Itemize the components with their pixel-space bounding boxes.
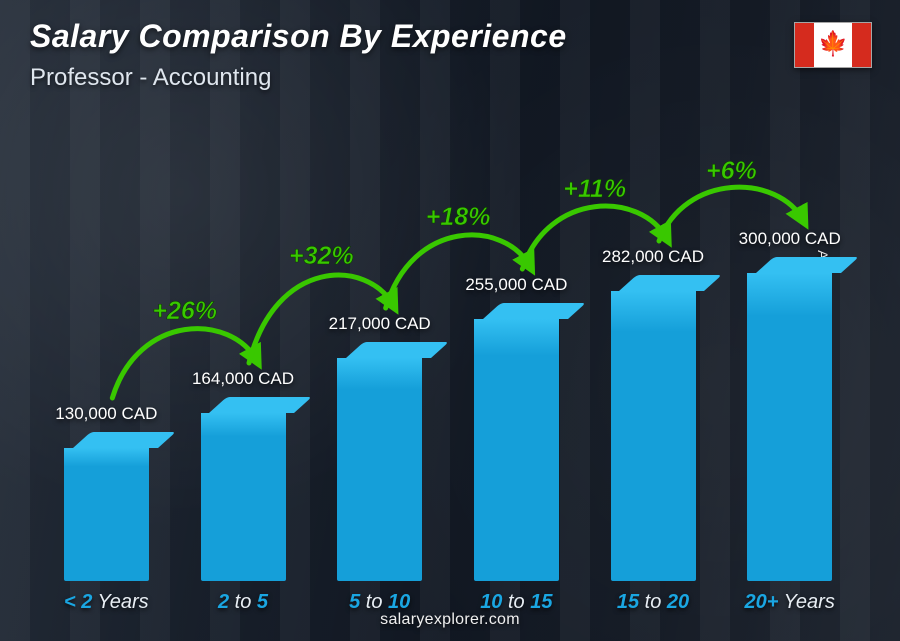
bar-chart: 130,000 CAD< 2 Years164,000 CAD2 to 5217… (38, 111, 858, 581)
bar-top-face (619, 275, 722, 291)
bar-top-face (73, 432, 176, 448)
maple-leaf-icon: 🍁 (818, 33, 848, 57)
bar-value-label: 255,000 CAD (465, 275, 567, 295)
flag-mid: 🍁 (814, 23, 852, 67)
bar-front-face (611, 291, 696, 581)
stage: Salary Comparison By Experience Professo… (0, 0, 900, 641)
bar-top-face (209, 397, 312, 413)
bar-front-face (474, 319, 559, 581)
bar: 130,000 CAD (64, 404, 149, 581)
bar-front-face (337, 358, 422, 581)
bar-column: 217,000 CAD5 to 10 (311, 314, 448, 581)
page-subtitle: Professor - Accounting (30, 64, 271, 92)
bar-front-face (64, 448, 149, 581)
bar-top-face (483, 303, 586, 319)
bar: 217,000 CAD (337, 314, 422, 581)
bar-front-face (747, 273, 832, 581)
bar-column: 300,000 CAD20+ Years (721, 229, 858, 581)
bar-column: 282,000 CAD15 to 20 (585, 247, 722, 581)
bar-column: 130,000 CAD< 2 Years (38, 404, 175, 581)
bar-value-label: 282,000 CAD (602, 247, 704, 267)
bar-value-label: 130,000 CAD (55, 404, 157, 424)
bar-column: 255,000 CAD10 to 15 (448, 275, 585, 581)
page-title: Salary Comparison By Experience (30, 18, 567, 55)
flag-band-right (852, 23, 871, 67)
bar-value-label: 300,000 CAD (739, 229, 841, 249)
bar-top-face (346, 342, 449, 358)
bar: 255,000 CAD (474, 275, 559, 581)
bar: 164,000 CAD (201, 369, 286, 581)
flag-canada: 🍁 (794, 22, 872, 68)
bar-value-label: 217,000 CAD (329, 314, 431, 334)
bar-column: 164,000 CAD2 to 5 (175, 369, 312, 581)
bar: 300,000 CAD (747, 229, 832, 581)
bar-top-face (756, 257, 859, 273)
bar: 282,000 CAD (611, 247, 696, 581)
footer-attribution: salaryexplorer.com (0, 611, 900, 629)
bar-value-label: 164,000 CAD (192, 369, 294, 389)
bar-front-face (201, 413, 286, 581)
flag-band-left (795, 23, 814, 67)
